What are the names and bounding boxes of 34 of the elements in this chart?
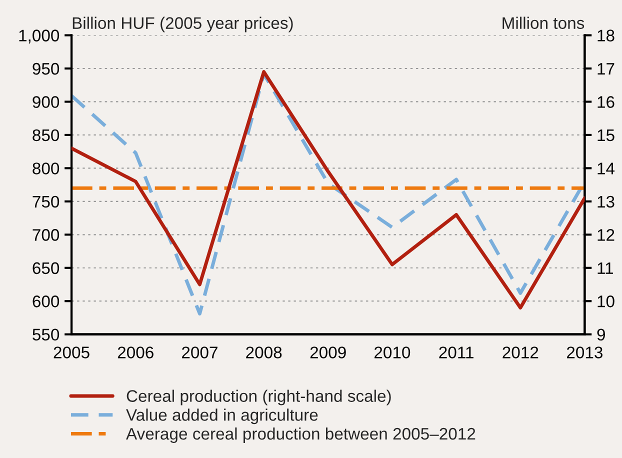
y-tick-label: 800 (32, 162, 60, 174)
y-tick-label: 650 (32, 262, 60, 274)
x-tick-label: 2009 (310, 346, 346, 358)
y-axis-title: Billion HUF (2005 year prices) (72, 16, 293, 32)
y2-tick-label: 16 (598, 96, 614, 108)
x-tick-label: 2005 (54, 346, 90, 358)
y-tick-label: 700 (32, 229, 60, 241)
y2-axis-title: Million tons (502, 16, 584, 29)
y-tick-label: 900 (32, 96, 60, 108)
y2-tick-label: 17 (598, 63, 614, 75)
y-tick-label: 550 (32, 328, 60, 341)
legend-label: Cereal production (right-hand scale) (126, 390, 391, 406)
y2-tick-label: 11 (598, 262, 613, 274)
y-tick-label: 600 (32, 296, 60, 308)
x-tick-label: 2006 (118, 346, 154, 358)
y2-tick-label: 13 (598, 196, 614, 208)
y-tick-label: 850 (32, 129, 60, 142)
legend-label: Average cereal production between 2005–2012 (126, 427, 476, 443)
y2-tick-label: 14 (598, 162, 615, 174)
y2-tick-label: 9 (597, 328, 605, 341)
y-tick-label: 1,000 (19, 30, 60, 44)
x-tick-label: 2011 (439, 346, 474, 358)
x-tick-label: 2008 (246, 346, 282, 358)
x-tick-label: 2007 (182, 346, 218, 358)
legend-label: Value added in agriculture (126, 408, 318, 424)
x-tick-label: 2012 (502, 346, 538, 358)
y2-tick-label: 10 (598, 296, 614, 308)
x-tick-label: 2010 (374, 346, 410, 358)
x-tick-label: 2013 (566, 346, 602, 358)
y2-tick-label: 12 (598, 229, 614, 241)
y-tick-label: 750 (32, 196, 60, 208)
y2-tick-label: 18 (598, 30, 614, 42)
y-tick-label: 950 (32, 62, 60, 75)
y2-tick-label: 15 (598, 130, 614, 142)
